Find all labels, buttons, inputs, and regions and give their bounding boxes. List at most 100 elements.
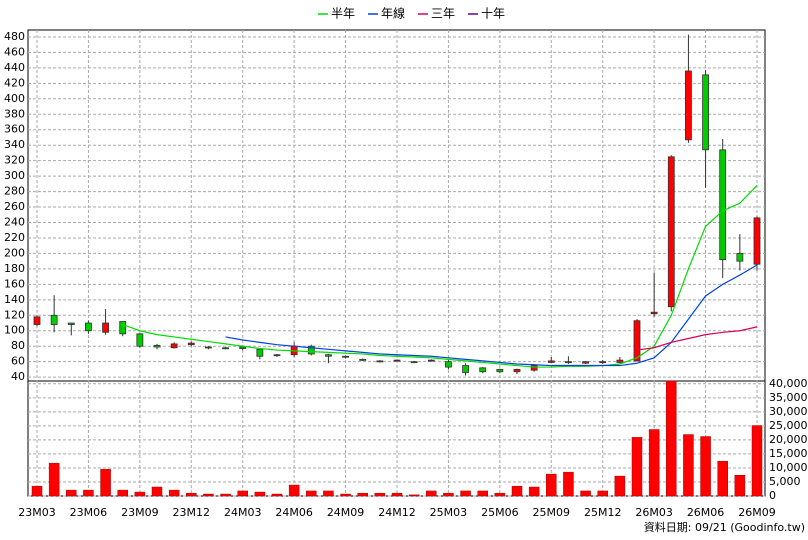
volume-tick-label: 0 xyxy=(769,489,776,502)
candle-body xyxy=(67,322,75,325)
candle-body xyxy=(719,149,727,261)
volume-bar xyxy=(254,491,266,497)
x-tick-label: 26M09 xyxy=(738,506,776,519)
moving-average-line xyxy=(636,326,758,351)
y-tick-label: 60 xyxy=(11,355,25,368)
volume-bar xyxy=(83,489,94,497)
candle-body xyxy=(170,343,178,349)
volume-bar xyxy=(426,490,437,497)
candle-body xyxy=(102,322,109,333)
legend-label: 半年 xyxy=(331,7,355,21)
y-tick-label: 240 xyxy=(4,216,25,229)
x-tick-label: 25M09 xyxy=(533,506,571,519)
volume-bar xyxy=(237,490,248,497)
volume-bar xyxy=(168,489,180,497)
y-tick-label: 400 xyxy=(4,92,25,105)
candle-body xyxy=(410,361,418,364)
volume-bar xyxy=(700,436,711,497)
volume-tick-label: 30,000 xyxy=(769,405,808,418)
candle-body xyxy=(205,346,212,349)
y-tick-label: 480 xyxy=(4,30,25,43)
volume-bar xyxy=(357,492,368,497)
y-tick-label: 140 xyxy=(4,293,25,306)
volume-tick-label: 5,000 xyxy=(769,475,801,488)
candle-body xyxy=(376,360,384,363)
candle-body xyxy=(307,345,315,355)
volume-bar xyxy=(374,492,386,497)
x-tick-label: 24M12 xyxy=(378,506,416,519)
candle-body xyxy=(239,346,247,349)
y-tick-label: 120 xyxy=(4,308,25,321)
candle-body xyxy=(736,253,744,262)
x-tick-label: 24M09 xyxy=(327,506,365,519)
y-tick-label: 300 xyxy=(4,169,25,182)
volume-bar xyxy=(477,490,488,497)
candle-body xyxy=(599,361,607,364)
candle-body xyxy=(685,70,692,141)
volume-bar xyxy=(100,469,111,497)
candle-body xyxy=(222,347,229,350)
candle-body xyxy=(256,348,264,357)
volume-bar xyxy=(717,460,728,497)
volume-bar xyxy=(306,490,317,497)
y-tick-label: 260 xyxy=(4,200,25,213)
candle-body xyxy=(50,314,58,325)
volume-tick-label: 40,000 xyxy=(769,377,808,390)
volume-bar xyxy=(408,494,420,497)
candle-body xyxy=(325,354,332,357)
x-tick-label: 23M06 xyxy=(70,506,108,519)
volume-bar xyxy=(460,490,471,497)
volume-bar xyxy=(271,493,283,497)
candle-body xyxy=(702,74,709,151)
y-tick-label: 320 xyxy=(4,154,25,167)
y-tick-label: 80 xyxy=(11,339,25,352)
volume-bar xyxy=(648,429,660,497)
volume-bar xyxy=(546,473,557,497)
candle-body xyxy=(616,359,624,363)
volume-bar xyxy=(666,380,677,497)
volume-bar xyxy=(683,434,694,497)
y-tick-label: 340 xyxy=(4,138,25,151)
volume-bar xyxy=(563,471,574,497)
y-tick-label: 360 xyxy=(4,123,25,136)
y-tick-label: 180 xyxy=(4,262,25,275)
volume-bar xyxy=(494,492,506,497)
volume-bar xyxy=(391,492,403,497)
volume-bar xyxy=(597,490,608,497)
candle-body xyxy=(530,365,538,371)
volume-bar xyxy=(631,437,643,497)
volume-bar xyxy=(48,462,60,497)
volume-bar xyxy=(220,493,231,497)
source-note: 資料日期: 09/21 (Goodinfo.tw) xyxy=(644,520,805,534)
candle-body xyxy=(342,355,349,358)
x-tick-label: 25M06 xyxy=(481,506,519,519)
volume-bar xyxy=(323,490,334,497)
volume-bar xyxy=(117,489,128,497)
candle-body xyxy=(119,321,127,335)
y-tick-label: 220 xyxy=(4,231,25,244)
volume-bar xyxy=(614,475,626,497)
volume-tick-label: 35,000 xyxy=(769,391,808,404)
volume-bar xyxy=(511,485,523,497)
candle-body xyxy=(513,369,521,373)
legend-label: 十年 xyxy=(481,7,505,21)
moving-average-line xyxy=(225,264,758,367)
candle-body xyxy=(650,311,658,315)
candle-body xyxy=(496,369,504,373)
candle-body xyxy=(427,359,435,362)
x-tick-label: 24M03 xyxy=(224,506,262,519)
volume-bar xyxy=(134,491,146,497)
candle-body xyxy=(136,333,144,347)
candle-body xyxy=(565,361,572,364)
y-tick-label: 160 xyxy=(4,277,25,290)
volume-bar xyxy=(151,486,163,497)
y-tick-label: 40 xyxy=(11,370,25,383)
y-tick-label: 200 xyxy=(4,246,25,259)
volume-bar xyxy=(203,493,214,497)
candle-body xyxy=(85,322,92,332)
x-tick-label: 26M03 xyxy=(635,506,673,519)
candle-body xyxy=(393,359,401,362)
y-tick-label: 440 xyxy=(4,61,25,74)
x-tick-label: 26M06 xyxy=(687,506,725,519)
